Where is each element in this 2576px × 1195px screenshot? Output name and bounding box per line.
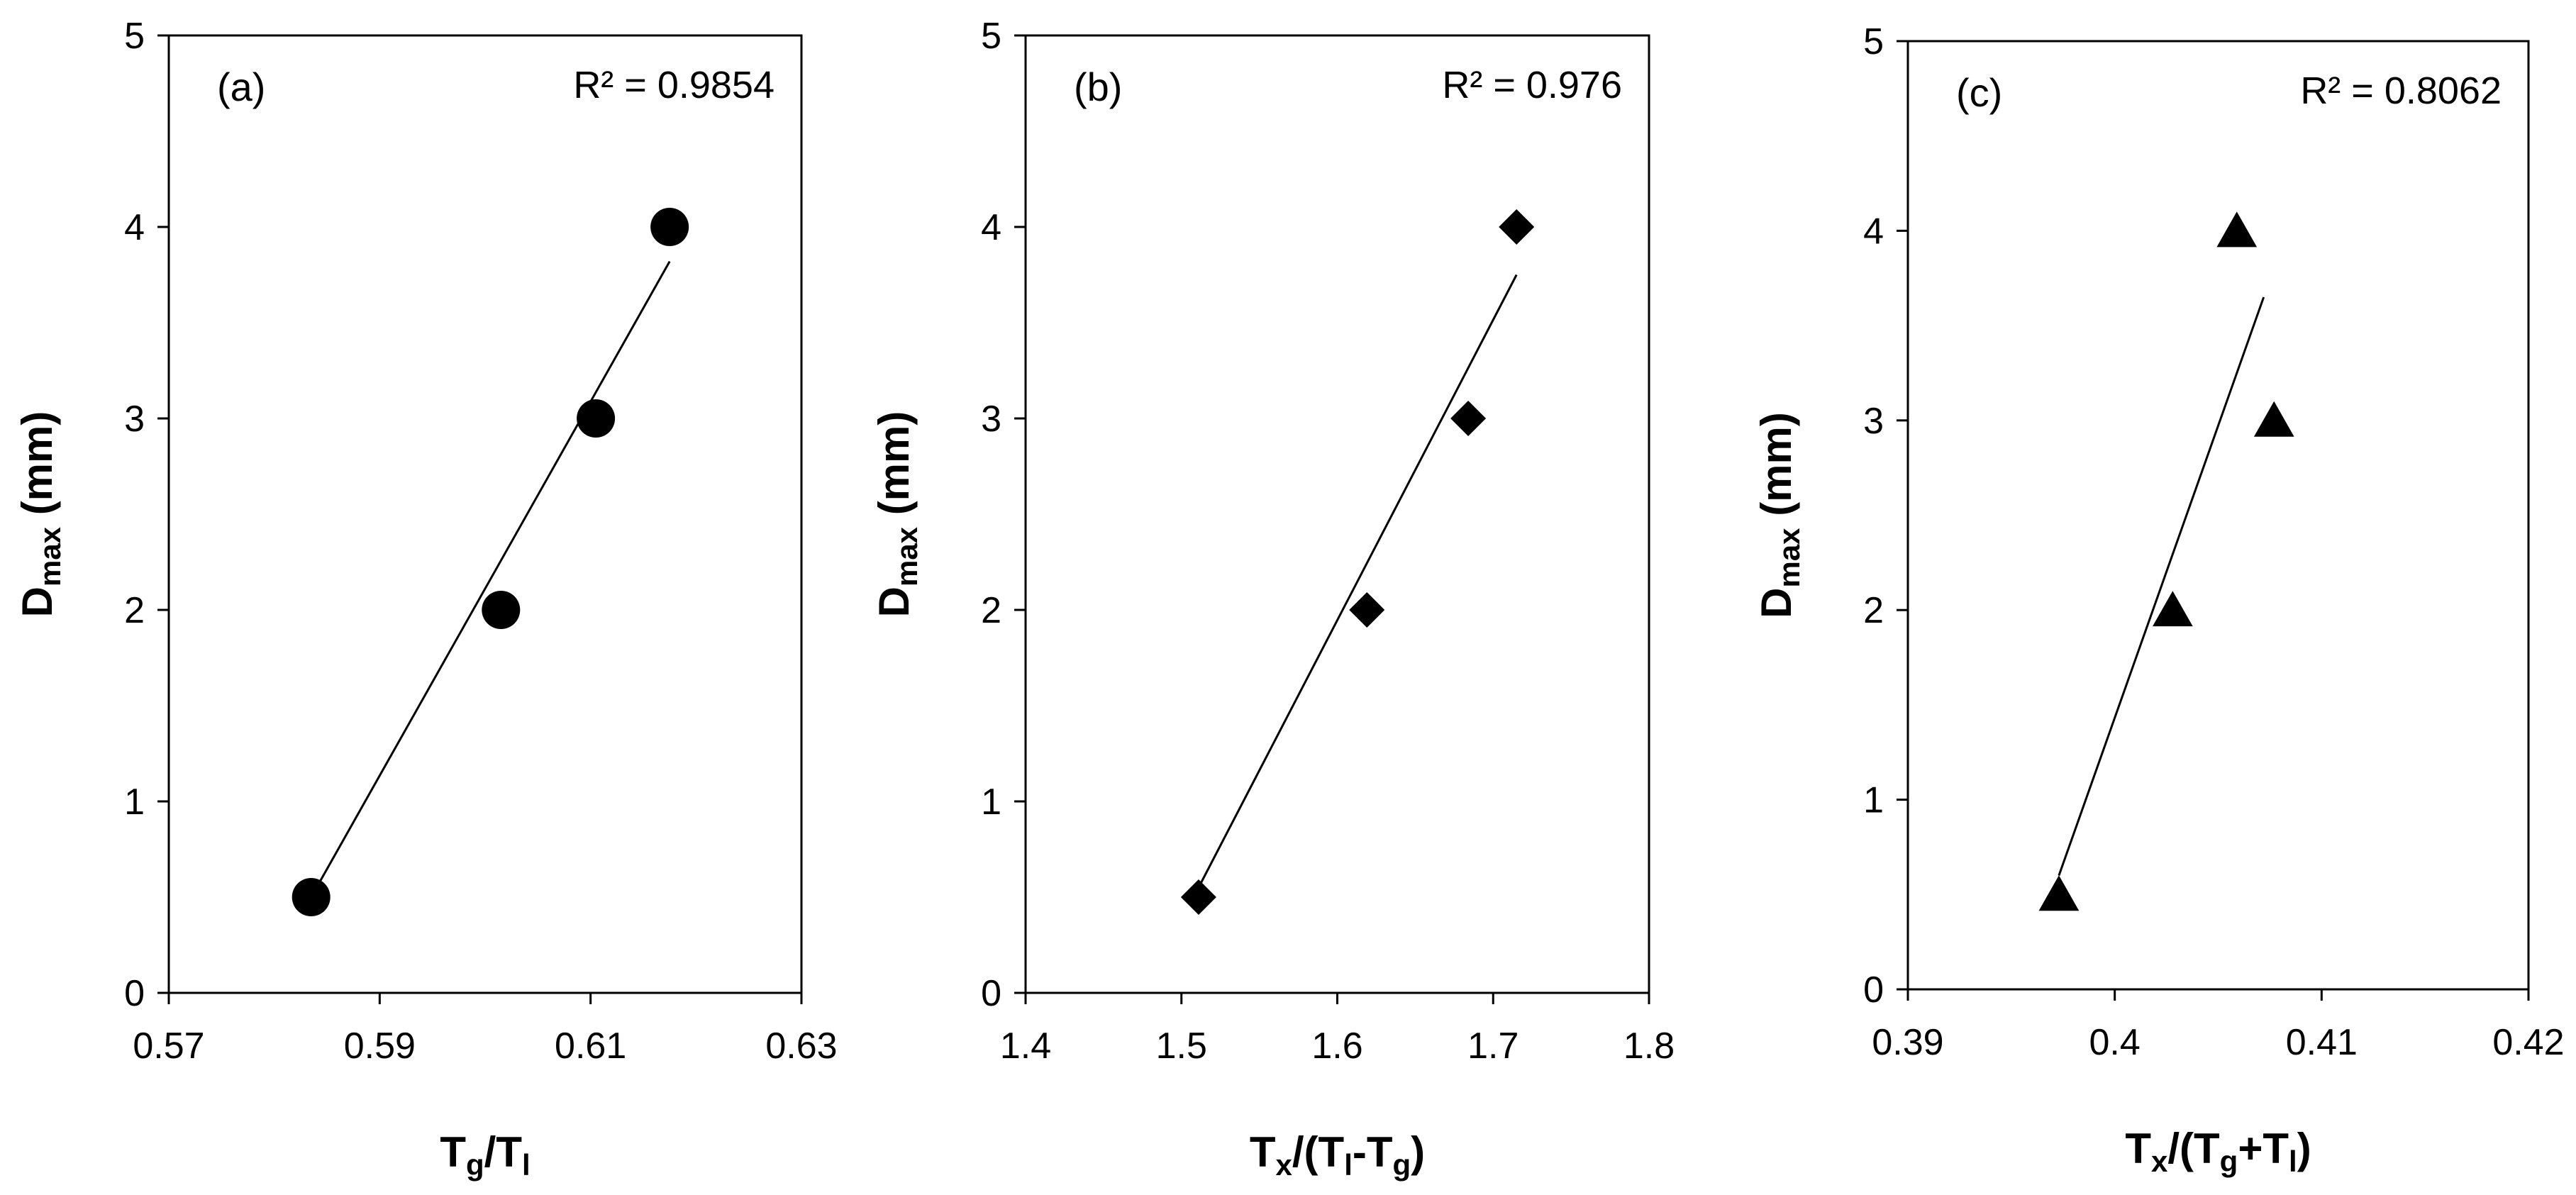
x-tick-label-b: 1.4	[1000, 1026, 1051, 1067]
r-squared-label-c: R² = 0.8062	[2300, 70, 2502, 112]
x-tick-label-c: 0.39	[1872, 1022, 1943, 1063]
x-tick-label-c: 0.4	[2089, 1022, 2141, 1063]
plot-frame-c	[1906, 40, 2530, 991]
x-axis-title-c: Tx/(Tg+Tl)	[2125, 1125, 2311, 1178]
x-tick-label-c: 0.41	[2286, 1022, 2358, 1063]
y-tick-label-a: 3	[124, 399, 145, 440]
plot-frame-a	[167, 34, 803, 994]
y-tick-label-a: 4	[124, 207, 145, 248]
data-point-b	[1349, 592, 1385, 628]
x-tick-label-a: 0.63	[765, 1026, 837, 1067]
data-point-c	[2216, 211, 2258, 248]
y-tick-label-c: 0	[1863, 969, 1884, 1011]
x-tick-label-b: 1.7	[1467, 1026, 1519, 1067]
panel-label-c: (c)	[1956, 70, 2002, 115]
trendline-c	[2058, 296, 2265, 877]
x-tick-label-b: 1.5	[1156, 1026, 1207, 1067]
data-point-c	[2152, 591, 2193, 627]
y-tick-label-a: 1	[124, 782, 145, 823]
y-tick-label-c: 1	[1863, 780, 1884, 821]
y-tick-label-c: 5	[1863, 21, 1884, 62]
y-tick-label-b: 5	[981, 16, 1001, 57]
x-axis-title-b: Tx/(Tl-Tg)	[1250, 1128, 1425, 1182]
data-point-a	[292, 878, 331, 916]
chart-panel-b: 0 1 2 3 4 5 1.4 1.5 1.6 1.7 1.8 (b) R² = 0.976 Dmax (…	[870, 16, 1675, 1182]
y-tick-label-a: 0	[124, 973, 145, 1014]
x-tick-label-a: 0.61	[555, 1026, 626, 1067]
data-point-c	[2038, 875, 2080, 911]
trendline-a	[310, 260, 671, 898]
data-point-a	[577, 399, 616, 438]
trendline-b	[1197, 274, 1518, 889]
y-axis-title-b: Dmax (mm)	[870, 411, 923, 618]
y-tick-label-a: 2	[124, 590, 145, 631]
y-tick-label-c: 4	[1863, 211, 1884, 252]
y-axis-title-c: Dmax (mm)	[1753, 412, 1806, 618]
x-axis-title-a: Tg/Tl	[440, 1128, 530, 1182]
data-point-b	[1450, 401, 1487, 436]
y-tick-label-a: 5	[124, 16, 145, 57]
chart-panel-a: 0 1 2 3 4 5 0.57 0.59 0.61 0.63 (a) R² = 0.9854 Dmax…	[13, 16, 838, 1182]
panel-label-b: (b)	[1074, 65, 1122, 109]
r-squared-label-b: R² = 0.976	[1442, 64, 1622, 106]
x-tick-label-a: 0.59	[344, 1026, 416, 1067]
y-tick-label-b: 3	[981, 399, 1001, 440]
x-tick-label-b: 1.6	[1311, 1026, 1362, 1067]
data-point-b	[1499, 209, 1535, 245]
y-tick-label-c: 3	[1863, 401, 1884, 442]
x-tick-label-c: 0.42	[2492, 1022, 2564, 1063]
plot-frame-b	[1024, 34, 1650, 994]
y-tick-label-b: 1	[981, 782, 1001, 823]
chart-panel-c: 0 1 2 3 4 5 0.39 0.4 0.41 0.42 (c) R² = 0.8062 Dmax …	[1753, 21, 2565, 1178]
y-tick-label-b: 4	[981, 207, 1001, 248]
y-tick-label-b: 0	[981, 973, 1001, 1014]
data-point-c	[2253, 401, 2294, 437]
x-tick-label-a: 0.57	[133, 1026, 204, 1067]
data-point-a	[482, 591, 521, 629]
y-tick-label-b: 2	[981, 590, 1001, 631]
y-tick-label-c: 2	[1863, 590, 1884, 631]
data-point-a	[650, 208, 689, 246]
data-point-b	[1180, 879, 1216, 915]
x-tick-label-b: 1.8	[1623, 1026, 1675, 1067]
r-squared-label-a: R² = 0.9854	[573, 64, 775, 106]
y-axis-title-a: Dmax (mm)	[13, 411, 67, 618]
panel-label-a: (a)	[217, 65, 265, 109]
